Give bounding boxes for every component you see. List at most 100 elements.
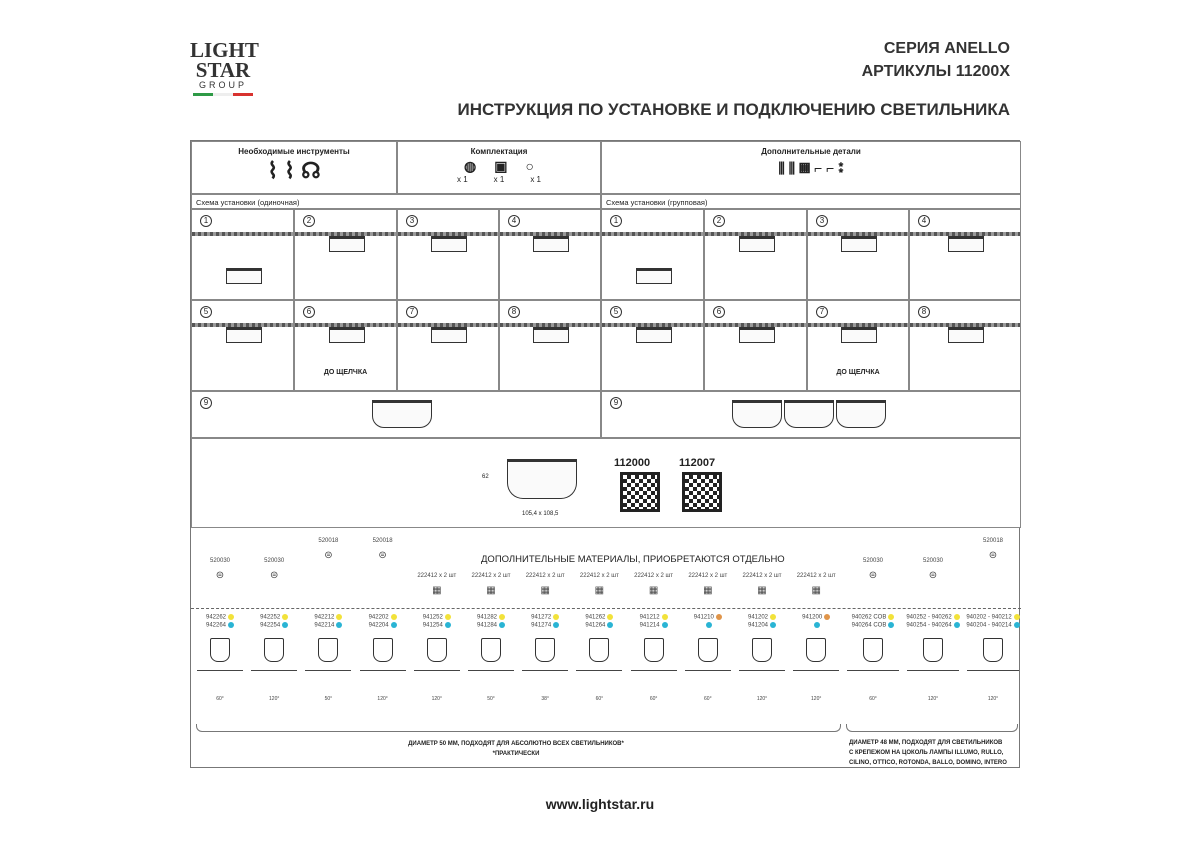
- step-number: 3: [406, 215, 418, 227]
- accessory-icon: ▦: [594, 585, 605, 596]
- material-item: 222412 x 2 шт ▦ 941282 941284 50°: [464, 528, 518, 728]
- installation-drawing: [197, 670, 243, 684]
- lamp-codes: 940202 - 940212 940204 - 940214: [963, 614, 1023, 629]
- kit-section: Комплектация ◍ ▣ ○ x 1 x 1 x 1: [397, 141, 601, 194]
- material-item: 222412 x 2 шт ▦ 941200 120°: [789, 528, 843, 728]
- logo-line: LIGHT: [190, 38, 259, 62]
- ceiling-line: [500, 323, 600, 327]
- material-item: 222412 x 2 шт ▦ 941210 60°: [681, 528, 735, 728]
- luminaire-drawing: [732, 400, 782, 428]
- luminaire-drawing: [372, 400, 432, 428]
- lamp-drawing: [697, 638, 718, 662]
- lamp-code: 940264 COB: [851, 622, 887, 629]
- color-dot-icon: [336, 614, 343, 620]
- beam-angle: 120°: [377, 696, 388, 702]
- color-dot-icon: [888, 614, 895, 620]
- color-dot-icon: [607, 614, 614, 620]
- logo-line: GROUP: [198, 80, 247, 90]
- beam-angle: 60°: [869, 696, 877, 702]
- gasket-icon: ○: [525, 158, 534, 174]
- installation-drawing: [251, 670, 298, 684]
- color-dot-icon: [553, 621, 560, 628]
- beam-angle: 120°: [431, 696, 442, 702]
- kit-qty: x 1: [456, 175, 468, 184]
- lamp-code: 942214: [314, 622, 335, 629]
- ceiling-line: [398, 323, 498, 327]
- installation-drawing: [413, 670, 460, 684]
- lamp-code: 942254: [260, 622, 281, 629]
- color-dot-icon: [661, 621, 668, 628]
- note-line: CILINO, OTTICO, ROTONDA, BALLO, DOMINO, …: [849, 760, 1007, 766]
- lamp-code: 941210: [693, 614, 714, 621]
- material-item: 520030 ⊜ 940262 COB 940264 COB 60°: [843, 528, 903, 728]
- color-dot-icon: [228, 614, 235, 620]
- kit-heading: Комплектация: [470, 147, 528, 156]
- single-step-8: 8: [499, 300, 601, 391]
- material-item: 222412 x 2 шт ▦ 941262 941264 60°: [572, 528, 626, 728]
- color-dot-icon: [953, 614, 960, 620]
- accessory-code: 222412 x 2 шт: [742, 573, 782, 579]
- installation-drawing: [305, 670, 352, 684]
- note-line: С КРЕПЕЖОМ НА ЦОКОЛЬ ЛАМПЫ ILLUMO, RULLO…: [849, 750, 1004, 756]
- accessory-icon: ⊜: [215, 570, 225, 581]
- group-step-2: 2: [704, 209, 807, 300]
- installation-drawing: [576, 670, 623, 684]
- lamp-code: 941282: [476, 614, 498, 621]
- single-step-3: 3: [397, 209, 499, 300]
- ceiling-line: [808, 323, 908, 327]
- lamp-drawing: [643, 638, 664, 662]
- size-dimension: 105,4 x 108,5: [522, 511, 559, 517]
- material-item: 520018 ⊜ 942202 942204 120°: [356, 528, 410, 728]
- luminaire-drawing: [841, 236, 877, 252]
- lamp-codes: 941202 941204: [735, 614, 789, 629]
- lamp-codes: 941282 941284: [464, 614, 518, 629]
- article-code: 112000: [614, 457, 651, 469]
- luminaire-drawing: [225, 268, 262, 284]
- material-item: 520030 ⊜ 942262 942264 60°: [193, 528, 247, 728]
- step-number: 9: [200, 397, 212, 409]
- luminaire-drawing: [948, 327, 984, 343]
- ceiling-line: [500, 232, 600, 236]
- luminaire-drawing: [533, 236, 569, 252]
- installation-drawing: [847, 670, 899, 684]
- step-number: 6: [713, 306, 725, 318]
- ceiling-line: [192, 323, 293, 327]
- step-number: 9: [610, 397, 622, 409]
- kit-qty: x 1: [493, 175, 505, 184]
- lamp-code: 942264: [205, 622, 227, 629]
- lamp-drawing: [426, 638, 447, 662]
- accessory-icon: ▦: [540, 585, 550, 596]
- beam-angle: 60°: [595, 696, 604, 702]
- group-step-9: 9: [601, 391, 1021, 438]
- lamp-code: 940204 - 940214: [966, 622, 1012, 629]
- color-dot-icon: [607, 621, 614, 628]
- ceiling-line: [602, 323, 703, 327]
- note-practically: *ПРАКТИЧЕСКИ: [492, 751, 540, 757]
- accessory-icon: ⊜: [324, 550, 333, 561]
- color-dot-icon: [282, 614, 289, 620]
- luminaire-drawing: [328, 236, 365, 252]
- accessory-icon: ⊜: [378, 550, 387, 561]
- color-dot-icon: [814, 621, 821, 628]
- page-title: ИНСТРУКЦИЯ ПО УСТАНОВКЕ И ПОДКЛЮЧЕНИЮ СВ…: [457, 100, 1010, 119]
- accessory-code: 520018: [318, 538, 339, 544]
- accessory-code: 520030: [922, 558, 944, 564]
- step-number: 2: [713, 215, 725, 227]
- step-number: 4: [508, 215, 520, 227]
- lamp-code: 941284: [476, 622, 498, 629]
- lamp-codes: 942252 942254: [247, 614, 301, 629]
- website-link[interactable]: www.lightstar.ru: [545, 796, 655, 812]
- logo-line: STAR: [195, 58, 251, 82]
- single-step-4: 4: [499, 209, 601, 300]
- lamp-code: 941254: [422, 622, 443, 629]
- color-dot-icon: [715, 614, 722, 620]
- step-number: 2: [303, 215, 315, 227]
- accessory-code: 520018: [372, 538, 393, 544]
- accessory-icon: ▦: [648, 585, 659, 596]
- ceiling-line: [910, 323, 1020, 327]
- single-scheme-label: Схема установки (одиночная): [191, 194, 601, 209]
- lamp-drawing: [318, 638, 339, 662]
- ceiling-line: [808, 232, 908, 236]
- group-step-3: 3: [807, 209, 909, 300]
- beam-angle: 120°: [927, 696, 939, 702]
